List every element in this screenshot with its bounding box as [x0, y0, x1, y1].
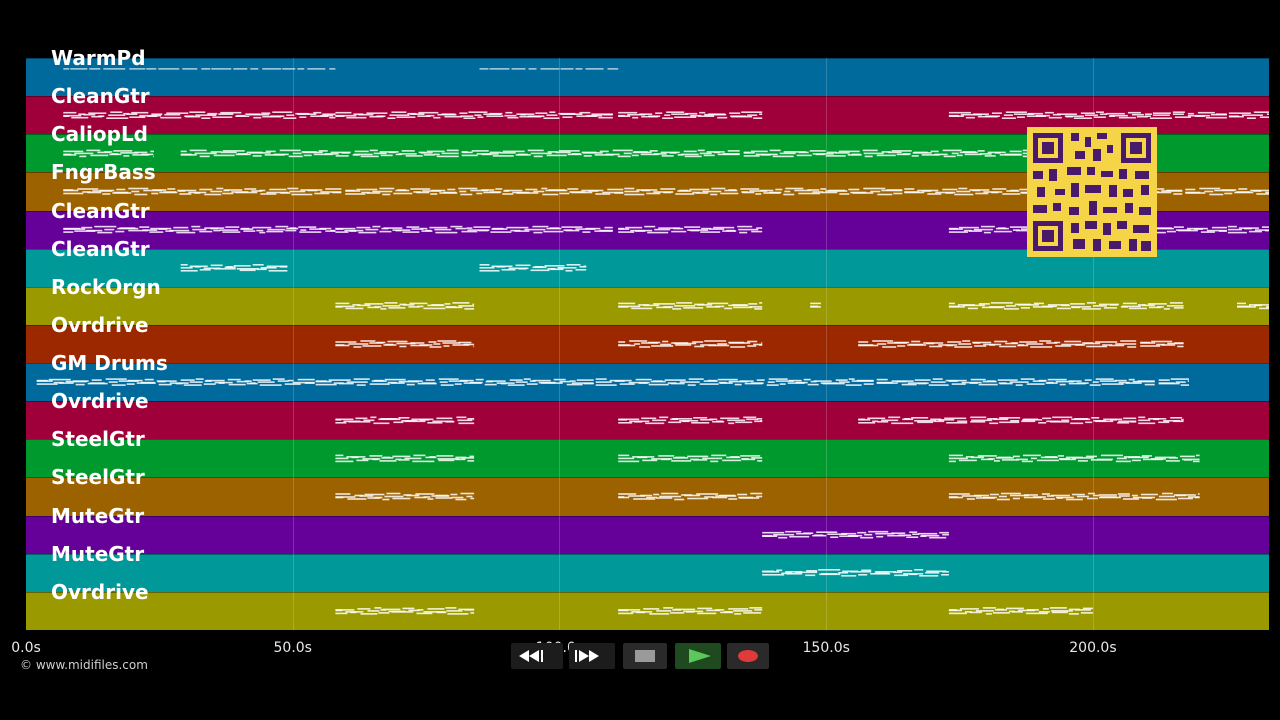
track-lane	[26, 286, 1269, 325]
track-name-label: MuteGtr	[51, 503, 145, 528]
stop-button[interactable]	[623, 643, 667, 669]
stop-icon	[635, 650, 655, 662]
play-icon	[689, 649, 711, 663]
track-lane	[26, 324, 1269, 364]
track-name-label: CleanGtr	[51, 236, 150, 261]
track-name-label: SteelGtr	[51, 465, 145, 490]
grid-line	[1092, 58, 1094, 630]
time-tick-label: 200.0s	[1069, 640, 1117, 656]
time-tick-label: 150.0s	[802, 640, 850, 656]
track-name-label: RockOrgn	[51, 274, 161, 299]
track-lane	[26, 515, 1269, 554]
rewind-icon	[519, 650, 543, 662]
copyright-text: © www.midifiles.com	[20, 658, 148, 672]
track-name-label: CleanGtr	[51, 198, 150, 223]
record-icon	[738, 650, 758, 662]
track-name-label: SteelGtr	[51, 427, 145, 452]
time-tick-label: 0.0s	[11, 640, 41, 656]
track-name-label: GM Drums	[51, 351, 168, 376]
track-name-label: CaliopLd	[51, 122, 149, 147]
transport-controls	[511, 643, 769, 669]
track-lane	[26, 363, 1269, 402]
play-button[interactable]	[675, 643, 721, 669]
qr-code-icon[interactable]	[1027, 127, 1157, 257]
track-name-label: Ovrdrive	[51, 312, 149, 337]
time-tick-label: 50.0s	[273, 640, 312, 656]
track-lane	[26, 553, 1269, 592]
record-button[interactable]	[727, 643, 769, 669]
track-name-label: WarmPd	[51, 46, 146, 70]
track-name-label: MuteGtr	[51, 541, 145, 566]
grid-line	[559, 58, 561, 630]
track-lane	[26, 58, 1269, 97]
fast-forward-icon	[575, 650, 599, 662]
track-lane	[26, 591, 1269, 630]
track-name-label: FngrBass	[51, 160, 156, 185]
track-name-label: CleanGtr	[51, 84, 150, 109]
track-lane	[26, 477, 1269, 516]
rewind-button[interactable]	[511, 643, 563, 669]
track-name-label: Ovrdrive	[51, 579, 149, 604]
track-name-label: Ovrdrive	[51, 389, 149, 414]
fast-forward-button[interactable]	[569, 643, 615, 669]
track-lane	[26, 439, 1269, 478]
track-lane	[26, 401, 1269, 440]
grid-line	[292, 58, 294, 630]
grid-line	[826, 58, 828, 630]
